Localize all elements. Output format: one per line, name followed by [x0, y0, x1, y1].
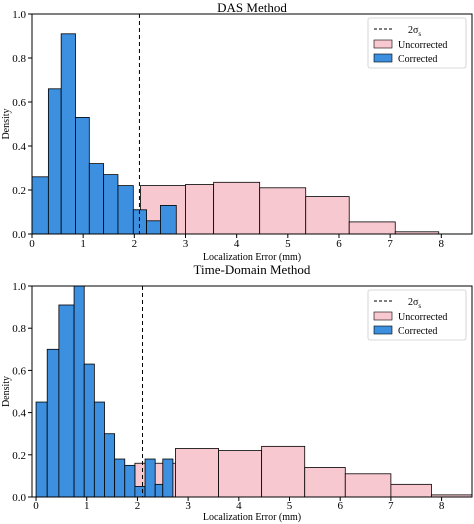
plot-frame: [31, 13, 473, 235]
legend-sigma-subscript: s: [418, 302, 421, 310]
y-tick-label: 1.0: [12, 281, 26, 293]
uncorrected-bar: [185, 184, 215, 235]
corrected-bar: [60, 33, 76, 235]
y-tick-label: 0.0: [12, 492, 26, 504]
legend: 2σs Uncorrected Corrected: [367, 289, 467, 341]
corrected-bar: [93, 401, 105, 498]
legend-label-uncorrected: Uncorrected: [398, 312, 447, 323]
y-tick-label: 0.2: [12, 450, 26, 462]
x-tick-label: 8: [439, 238, 445, 250]
corrected-bar: [134, 486, 146, 498]
x-tick-label: 7: [388, 500, 394, 512]
uncorrected-bar: [344, 473, 392, 498]
corrected-bar: [46, 348, 60, 498]
uncorrected-bar: [261, 445, 306, 498]
corrected-bar: [31, 176, 49, 235]
legend-sigma-subscript: s: [418, 30, 421, 38]
corrected-bar: [117, 185, 134, 235]
corrected-bar: [103, 174, 119, 235]
corrected-bar: [124, 464, 136, 498]
legend-uncorrected-swatch: [373, 311, 393, 321]
x-tick-label: 3: [183, 238, 189, 250]
corrected-bar: [83, 363, 95, 498]
corrected-bar: [35, 401, 48, 498]
corrected-bar: [58, 304, 75, 498]
x-tick-label: 5: [285, 238, 291, 250]
legend-corrected-swatch: [373, 53, 393, 63]
y-tick-label: 0.6: [12, 97, 26, 109]
corrected-bar: [160, 204, 177, 235]
corrected-bar: [104, 433, 116, 498]
time-domain-method-panel: Time-Domain Method 0 1 2 3 4 5 6 7 8 0.0 0.2 0.4 0.6 0…: [1, 262, 473, 523]
legend-sigma-text: 2σ: [408, 25, 419, 36]
corrected-bar: [162, 458, 174, 498]
legend: 2σs Uncorrected Corrected: [367, 17, 467, 69]
y-axis-label: Density: [1, 108, 12, 139]
y-tick-label: 0.4: [12, 408, 26, 420]
legend-label-corrected: Corrected: [398, 54, 437, 65]
y-tick-label: 0.6: [12, 365, 26, 377]
y-axis-label: Density: [1, 376, 12, 407]
corrected-bar: [144, 458, 156, 498]
x-tick-label: 4: [236, 500, 242, 512]
legend-label-two-sigma: 2σs: [408, 25, 421, 38]
x-tick-label: 8: [439, 500, 445, 512]
corrected-bar: [47, 88, 62, 235]
x-tick-label: 5: [287, 500, 293, 512]
corrected-bar: [88, 163, 105, 235]
x-tick-label: 1: [84, 500, 90, 512]
corrected-bar: [132, 209, 148, 235]
y-tick-label: 0.4: [12, 141, 26, 153]
x-axis-label: Localization Error (mm): [203, 512, 301, 523]
corrected-bar: [73, 285, 85, 498]
plot-frame: [31, 285, 473, 498]
uncorrected-bar: [390, 483, 432, 498]
uncorrected-bar: [348, 221, 396, 235]
uncorrected-bar: [304, 467, 346, 498]
corrected-bar: [146, 220, 161, 235]
x-tick-label: 1: [80, 238, 86, 250]
y-tick-label: 0.8: [12, 53, 26, 65]
legend-sigma-text: 2σ: [408, 297, 419, 308]
legend-label-corrected: Corrected: [398, 326, 437, 337]
x-axis-label: Localization Error (mm): [203, 252, 301, 263]
x-tick-label: 7: [387, 238, 393, 250]
y-tick-label: 0.0: [12, 229, 26, 241]
uncorrected-bar: [305, 196, 350, 235]
x-tick-label: 6: [337, 500, 343, 512]
corrected-bar: [154, 483, 164, 498]
corrected-bar: [114, 458, 126, 498]
legend-box: [367, 17, 467, 69]
x-tick-label: 2: [135, 500, 141, 512]
y-tick-label: 0.2: [12, 185, 26, 197]
uncorrected-bar: [259, 187, 307, 235]
uncorrected-bar: [218, 450, 263, 498]
y-tick-label: 0.8: [12, 323, 26, 335]
legend-uncorrected-swatch: [373, 39, 393, 49]
legend-label-two-sigma: 2σs: [408, 297, 421, 310]
uncorrected-bar: [175, 448, 219, 498]
x-tick-label: 4: [234, 238, 240, 250]
x-tick-label: 0: [33, 500, 39, 512]
x-tick-label: 6: [336, 238, 342, 250]
legend-corrected-swatch: [373, 325, 393, 335]
chart-title: Time-Domain Method: [194, 262, 311, 277]
uncorrected-bar: [213, 181, 261, 235]
legend-box: [367, 289, 467, 341]
y-tick-label: 1.0: [12, 9, 26, 21]
chart-title: DAS Method: [217, 0, 287, 15]
corrected-bar: [75, 117, 90, 235]
x-tick-label: 3: [185, 500, 191, 512]
x-tick-label: 2: [132, 238, 138, 250]
legend-label-uncorrected: Uncorrected: [398, 40, 447, 51]
x-tick-label: 0: [29, 238, 35, 250]
das-method-panel: DAS Method 0 1 2 3 4 5 6 7 8 0.0 0.2 0.4 0.6 0.8 1.0 Loc…: [1, 0, 473, 263]
